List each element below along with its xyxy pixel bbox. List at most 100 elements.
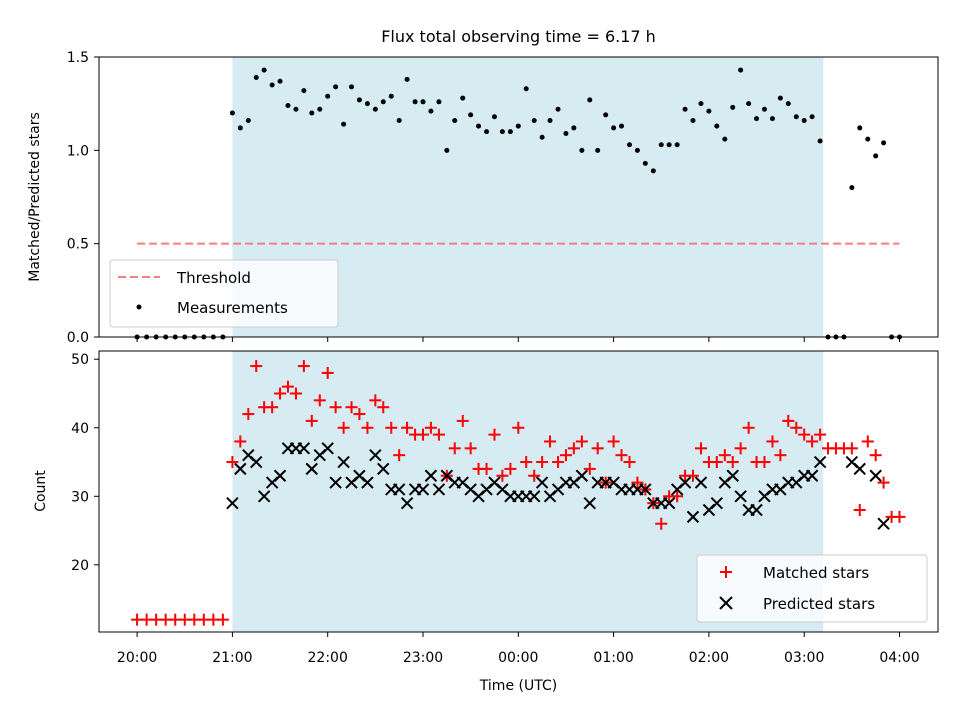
matched-star-point	[893, 510, 906, 523]
measurement-point	[555, 106, 561, 112]
matched-star-point	[353, 408, 366, 421]
predicted-star-point	[297, 442, 311, 455]
measurements-legend-label: Measurements	[177, 299, 288, 317]
measurement-point	[452, 117, 458, 123]
predicted-star-point	[686, 510, 700, 524]
measurement-point	[722, 136, 728, 142]
top-y-tick-label: 0.0	[67, 330, 89, 346]
measurement-point	[420, 99, 426, 105]
matched-star-point	[377, 401, 390, 414]
measurement-point	[396, 117, 402, 123]
measurement-point	[642, 160, 648, 166]
measurement-point	[468, 112, 474, 118]
matched-star-point	[798, 428, 811, 441]
measurement-point	[317, 106, 323, 112]
measurement-point	[444, 147, 450, 153]
measurement-point	[491, 114, 497, 120]
matched-star-point	[520, 456, 533, 469]
measurement-point	[293, 106, 299, 112]
measurement-point	[793, 114, 799, 120]
measurement-point	[325, 93, 331, 99]
measurement-point	[682, 106, 688, 112]
x-tick-label: 22:00	[308, 650, 348, 666]
measurements-legend-swatch	[136, 304, 142, 310]
bottom-x-ticks: 20:00 21:00 22:00 23:00 00:00 01:00 02:00 03:00…	[117, 632, 920, 666]
measurement-point	[539, 134, 545, 140]
measurement-point	[619, 123, 625, 129]
measurement-point	[349, 84, 355, 90]
matched-star-point	[861, 435, 874, 448]
matched-star-point	[694, 442, 707, 455]
top-y-ticks: 0.0 0.5 1.0 1.5	[67, 50, 99, 346]
matched-star-point	[591, 442, 604, 455]
measurement-point	[253, 75, 259, 81]
threshold-legend-label: Threshold	[176, 269, 251, 287]
matched-star-point	[607, 435, 620, 448]
top-legend-box	[109, 259, 339, 328]
measurement-point	[261, 67, 267, 73]
measurement-point	[698, 101, 704, 107]
bottom-panel: 20 30 40 50 20:00 21:00 22:00 23:00 00:00 01:00 0…	[33, 350, 939, 694]
predicted-star-point	[877, 517, 890, 530]
predicted-star-point	[361, 476, 374, 489]
matched-star-point	[313, 394, 326, 407]
measurement-point	[285, 103, 291, 109]
predicted-star-point	[750, 503, 763, 517]
measurement-point	[777, 95, 783, 101]
matched-star-point	[536, 456, 549, 469]
matched-star-point	[496, 469, 509, 482]
predicted-star-point	[305, 462, 318, 476]
measurement-point	[428, 108, 434, 114]
x-tick-label: 02:00	[689, 650, 729, 666]
bottom-y-tick-label: 20	[71, 558, 89, 574]
measurement-point	[595, 147, 601, 153]
measurement-point	[372, 106, 378, 112]
matched-star-point	[329, 401, 342, 414]
measurement-point	[785, 101, 791, 107]
measurement-point	[761, 106, 767, 112]
measurement-point	[412, 99, 418, 105]
measurement-point	[484, 129, 490, 135]
measurement-point	[404, 76, 410, 82]
measurement-point	[301, 88, 307, 94]
measurement-point	[269, 82, 275, 88]
measurement-point	[817, 138, 823, 144]
matched-star-point	[504, 462, 517, 475]
measurement-point	[857, 125, 863, 131]
x-tick-label: 04:00	[879, 650, 919, 666]
matched-star-point	[385, 421, 398, 434]
matched-star-point	[512, 421, 525, 434]
matched-star-point	[631, 476, 644, 489]
matched-star-point	[575, 435, 588, 448]
matched-star-point	[742, 421, 755, 434]
matched-star-point	[480, 462, 493, 475]
measurement-point	[881, 140, 887, 146]
top-panel: 0.0 0.5 1.0 1.5 Flux total observing time =…	[27, 27, 939, 346]
matched-star-point	[845, 442, 858, 455]
measurement-point	[579, 147, 585, 153]
predicted-star-point	[273, 469, 287, 482]
measurement-point	[865, 136, 871, 142]
predicted-star-point	[377, 462, 390, 476]
matched-star-point	[424, 421, 437, 434]
bottom-legend: Matched stars Predicted stars	[696, 554, 928, 623]
measurement-point	[714, 123, 720, 129]
matched-star-point	[583, 462, 596, 475]
predicted-star-point	[321, 442, 334, 455]
measurement-point	[849, 185, 855, 191]
matched-star-point	[790, 421, 803, 434]
bottom-y-tick-label: 30	[71, 489, 89, 505]
bottom-y-tick-label: 50	[71, 352, 89, 368]
measurement-point	[650, 168, 656, 174]
matched-star-point	[726, 456, 739, 469]
predicted-legend-swatch	[719, 596, 733, 610]
predicted-star-point	[369, 448, 382, 462]
top-y-axis-label: Matched/Predicted stars	[27, 112, 43, 282]
measurement-point	[277, 78, 283, 84]
matched-star-point	[337, 421, 350, 434]
measurement-point	[690, 117, 696, 123]
matched-star-point	[559, 449, 572, 462]
predicted-star-point	[257, 490, 271, 503]
matched-star-point	[544, 435, 557, 448]
predicted-star-point	[337, 455, 350, 469]
